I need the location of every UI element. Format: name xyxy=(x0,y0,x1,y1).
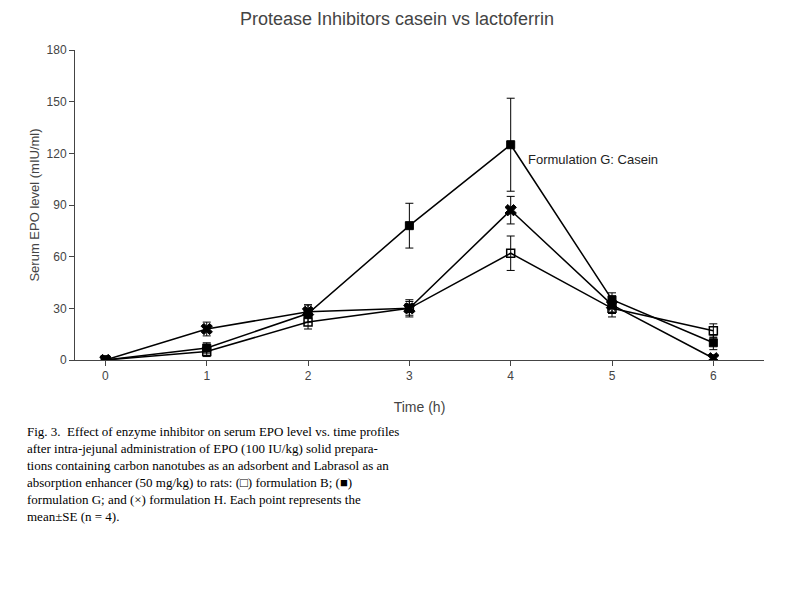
svg-text:2: 2 xyxy=(305,369,312,383)
svg-text:Time (h): Time (h) xyxy=(394,399,446,415)
svg-text:0: 0 xyxy=(102,369,109,383)
svg-text:120: 120 xyxy=(47,147,67,161)
svg-text:Serum EPO level (mIU/ml): Serum EPO level (mIU/ml) xyxy=(27,128,42,281)
svg-text:Protease Inhibitors casein vs: Protease Inhibitors casein vs lactoferri… xyxy=(240,9,554,29)
svg-text:Formulation G: Casein: Formulation G: Casein xyxy=(528,152,658,167)
svg-text:90: 90 xyxy=(53,198,67,212)
svg-text:0: 0 xyxy=(60,353,67,367)
svg-text:1: 1 xyxy=(203,369,210,383)
svg-text:5: 5 xyxy=(609,369,616,383)
svg-text:3: 3 xyxy=(406,369,413,383)
svg-text:180: 180 xyxy=(47,43,67,57)
svg-text:30: 30 xyxy=(53,302,67,316)
svg-text:4: 4 xyxy=(507,369,514,383)
svg-text:Fig. 3. Effect of enzyme inhi: Fig. 3. Effect of enzyme inhibitor on se… xyxy=(27,424,399,524)
svg-text:6: 6 xyxy=(710,369,717,383)
svg-text:60: 60 xyxy=(53,250,67,264)
svg-text:150: 150 xyxy=(47,95,67,109)
